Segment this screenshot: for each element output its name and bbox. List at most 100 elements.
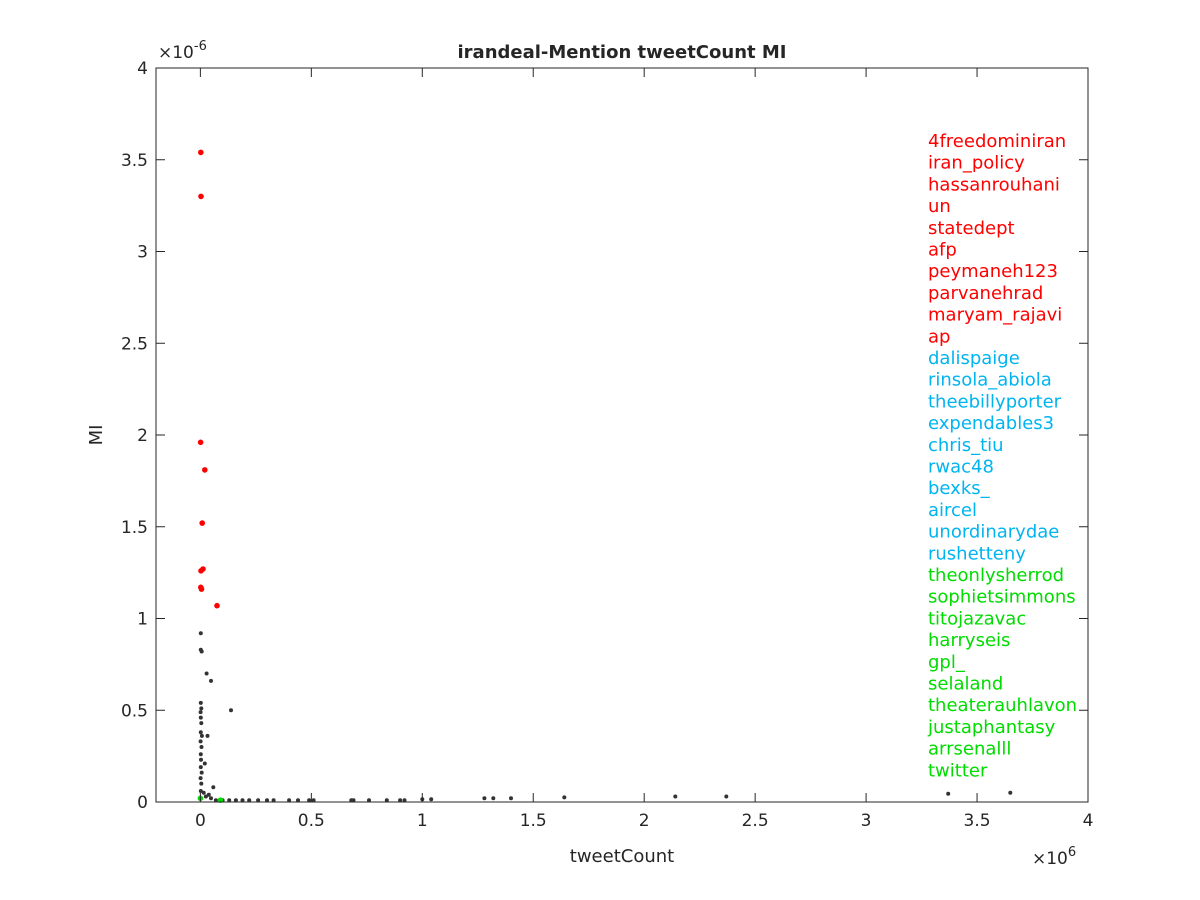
data-point-other [198, 776, 203, 781]
legend-entry-middle: dalispaige [928, 348, 1020, 369]
data-point-other [946, 791, 951, 796]
data-point-other [198, 789, 203, 793]
legend-entry-top: maryam_rajavi [928, 305, 1062, 326]
y-tick-label: 2.5 [121, 334, 148, 354]
data-point-other [429, 797, 434, 802]
chart-title: irandeal-Mention tweetCount MI [458, 42, 787, 63]
data-point-other [199, 745, 204, 749]
data-point-other [482, 796, 487, 801]
data-point-other [199, 757, 203, 762]
data-point-other [199, 649, 204, 654]
data-point-other [247, 798, 252, 803]
legend-entry-bottom: selaland [928, 674, 1003, 695]
legend-entry-middle: rwac48 [928, 457, 994, 478]
data-point-other [311, 798, 316, 803]
data-point-other [199, 770, 204, 775]
legend: 4freedominiraniran_policyhassanrouhaniun… [927, 131, 1077, 781]
data-point-other [199, 706, 204, 711]
legend-entry-middle: rushetteny [928, 543, 1026, 564]
y-tick-label: 3.5 [121, 151, 148, 171]
data-point-other [199, 733, 204, 738]
data-point-other [209, 678, 213, 683]
data-point-other [398, 798, 403, 803]
data-point-other [509, 796, 513, 801]
x-tick-label: 0.5 [298, 811, 325, 831]
legend-entry-top: peymaneh123 [928, 261, 1058, 282]
legend-entry-bottom: twitter [928, 760, 988, 781]
y-tick-label: 3 [137, 243, 148, 263]
data-point-other [202, 761, 207, 766]
data-point-other [198, 715, 203, 720]
data-point-other [307, 798, 312, 803]
data-point-other [199, 781, 204, 786]
data-point-top [214, 602, 220, 609]
data-point-other [199, 721, 204, 726]
legend-entry-bottom: harryseis [928, 630, 1010, 651]
plot-background [156, 68, 1088, 802]
data-point-other [198, 710, 203, 715]
data-point-other [198, 752, 203, 757]
data-point-other [287, 798, 292, 803]
data-point-other [562, 795, 567, 800]
data-point-top [198, 568, 204, 574]
x-tick-label: 1.5 [520, 811, 547, 831]
y-tick-label: 0 [137, 793, 148, 813]
data-point-other [724, 794, 729, 799]
data-point-other [402, 798, 407, 803]
data-point-other [271, 798, 276, 803]
legend-entry-top: hassanrouhani [928, 174, 1060, 195]
data-point-other [205, 733, 210, 738]
data-point-other [367, 798, 371, 803]
data-point-other [265, 798, 269, 803]
data-point-other [351, 798, 356, 803]
y-tick-label: 1 [137, 610, 148, 630]
data-point-other [256, 798, 261, 803]
data-point-other [209, 796, 213, 801]
data-point-other [198, 631, 203, 636]
data-point-other [1008, 790, 1013, 795]
data-point-other [673, 794, 678, 799]
legend-entry-middle: aircel [928, 500, 977, 521]
legend-entry-middle: chris_tiu [928, 435, 1004, 456]
data-point-top [198, 193, 204, 200]
data-point-other [203, 794, 208, 799]
legend-entry-top: afp [928, 240, 957, 261]
y-tick-label: 0.5 [121, 701, 148, 721]
legend-entry-middle: rinsola_abiola [928, 370, 1052, 391]
data-point-other [198, 730, 203, 735]
data-point-other [201, 790, 206, 795]
legend-entry-bottom: titojazavac [928, 608, 1026, 629]
data-point-other [198, 700, 203, 705]
data-point-other [491, 796, 496, 801]
legend-entry-top: parvanehrad [928, 283, 1043, 304]
x-exponent-power: 6 [1068, 845, 1076, 860]
data-point-other [240, 798, 245, 803]
legend-entry-bottom: justaphantasy [927, 717, 1056, 738]
x-tick-label: 2.5 [742, 811, 769, 831]
legend-entry-top: un [928, 196, 951, 217]
legend-entry-bottom: theaterauhlavon [928, 695, 1077, 716]
x-tick-label: 2 [639, 811, 650, 831]
data-point-other [296, 798, 300, 803]
x-axis: 0 0.5 1 1.5 2 2.5 3 3.5 4 [195, 68, 1093, 831]
y-tick-label: 1.5 [121, 518, 148, 538]
data-point-other [206, 792, 211, 797]
x-tick-label: 0 [195, 811, 206, 831]
y-tick-label: 2 [137, 426, 148, 446]
x-tick-label: 4 [1083, 811, 1094, 831]
legend-entry-bottom: gpl_ [928, 652, 966, 673]
data-point-top [197, 439, 204, 446]
data-points [197, 149, 1013, 803]
y-axis: 0 0.5 1 1.5 2 2.5 3 3.5 4 [121, 59, 1088, 813]
legend-entry-middle: theebillyporter [928, 391, 1062, 412]
data-point-other [229, 708, 233, 713]
data-point-other [233, 798, 238, 803]
y-tick-label: 4 [137, 59, 148, 79]
legend-entry-middle: bexks_ [928, 478, 991, 499]
data-point-other [384, 798, 389, 803]
data-point-other [198, 765, 203, 770]
y-exponent: ×10-6 [158, 39, 207, 63]
data-point-other [198, 739, 203, 744]
x-exponent-base: ×10 [1032, 849, 1068, 869]
